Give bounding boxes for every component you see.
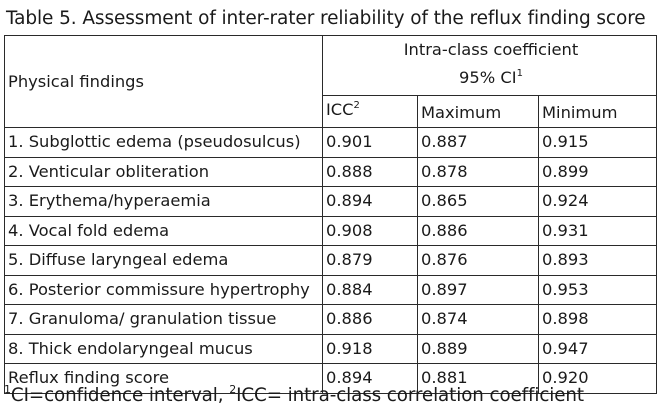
finding-cell: 7. Granuloma/ granulation tissue (4, 304, 323, 335)
finding-cell: 6. Posterior commissure hypertrophy (4, 274, 323, 305)
finding-cell: 5. Diffuse laryngeal edema (4, 245, 323, 276)
minimum-cell: 0.915 (538, 127, 657, 158)
table-caption: Table 5. Assessment of inter-rater relia… (6, 8, 646, 29)
header-icc: ICC2 (322, 95, 418, 128)
table-row: 8. Thick endolaryngeal mucus 0.918 0.889 0.… (4, 333, 657, 364)
table-row: 1. Subglottic edema (pseudosulcus) 0.901 0… (4, 127, 657, 158)
maximum-cell: 0.881 (417, 363, 539, 394)
finding-cell: 3. Erythema/hyperaemia (4, 186, 323, 217)
table-row: 4. Vocal fold edema 0.908 0.886 0.931 (4, 215, 657, 246)
footnote-text-1: CI=confidence interval, (10, 385, 230, 406)
minimum-cell: 0.893 (538, 245, 657, 276)
table-row: 5. Diffuse laryngeal edema 0.879 0.876 0.89… (4, 245, 657, 276)
maximum-cell: 0.876 (417, 245, 539, 276)
table-row: 7. Granuloma/ granulation tissue 0.886 0.8… (4, 304, 657, 335)
table-row: Reflux finding score 0.894 0.881 0.920 (4, 363, 657, 394)
header-ci-sup: 1 (516, 68, 523, 79)
table-row: 6. Posterior commissure hypertrophy 0.884… (4, 274, 657, 305)
table-footnote: 1CI=confidence interval, 2ICC= intra-cla… (4, 381, 584, 411)
minimum-cell: 0.898 (538, 304, 657, 335)
finding-cell: 8. Thick endolaryngeal mucus (4, 333, 323, 364)
icc-cell: 0.918 (322, 333, 418, 364)
icc-cell: 0.908 (322, 215, 418, 246)
table-row: 2. Venticular obliteration 0.888 0.878 0.89… (4, 156, 657, 187)
minimum-cell: 0.920 (538, 363, 657, 394)
icc-cell: 0.894 (322, 186, 418, 217)
footnote-sup-2: 2 (229, 383, 237, 396)
finding-cell: Reflux finding score (4, 363, 323, 394)
minimum-cell: 0.953 (538, 274, 657, 305)
header-icc-sup: 2 (353, 100, 360, 111)
header-ci-label: 95% CI (459, 68, 517, 87)
maximum-cell: 0.865 (417, 186, 539, 217)
header-row-top: Physical findings Intra-class coefficien… (4, 35, 657, 128)
icc-cell: 0.884 (322, 274, 418, 305)
icc-cell: 0.894 (322, 363, 418, 394)
maximum-cell: 0.889 (417, 333, 539, 364)
header-group-line1: Intra-class coefficient (403, 40, 579, 59)
minimum-cell: 0.924 (538, 186, 657, 217)
footnote-text-2: ICC= intra-class correlation coefficient (236, 385, 584, 406)
minimum-cell: 0.947 (538, 333, 657, 364)
maximum-cell: 0.878 (417, 156, 539, 187)
maximum-cell: 0.897 (417, 274, 539, 305)
header-intra-class-coefficient: Intra-class coefficient 95% CI1 (322, 35, 657, 96)
minimum-cell: 0.931 (538, 215, 657, 246)
table-row: 3. Erythema/hyperaemia 0.894 0.865 0.924 (4, 186, 657, 217)
header-maximum: Maximum (417, 95, 539, 128)
header-physical-findings: Physical findings (4, 35, 323, 128)
icc-cell: 0.901 (322, 127, 418, 158)
minimum-cell: 0.899 (538, 156, 657, 187)
icc-cell: 0.879 (322, 245, 418, 276)
maximum-cell: 0.874 (417, 304, 539, 335)
header-group-line2: 95% CI1 (326, 64, 656, 95)
finding-cell: 4. Vocal fold edema (4, 215, 323, 246)
maximum-cell: 0.886 (417, 215, 539, 246)
icc-cell: 0.888 (322, 156, 418, 187)
finding-cell: 2. Venticular obliteration (4, 156, 323, 187)
icc-cell: 0.886 (322, 304, 418, 335)
header-icc-label: ICC (326, 100, 354, 119)
footnote-sup-1: 1 (4, 383, 11, 396)
reliability-table: Physical findings Intra-class coefficien… (4, 35, 657, 394)
header-minimum: Minimum (538, 95, 657, 128)
maximum-cell: 0.887 (417, 127, 539, 158)
finding-cell: 1. Subglottic edema (pseudosulcus) (4, 127, 323, 158)
header-row-sub: ICC2 Maximum Minimum (5, 95, 657, 128)
